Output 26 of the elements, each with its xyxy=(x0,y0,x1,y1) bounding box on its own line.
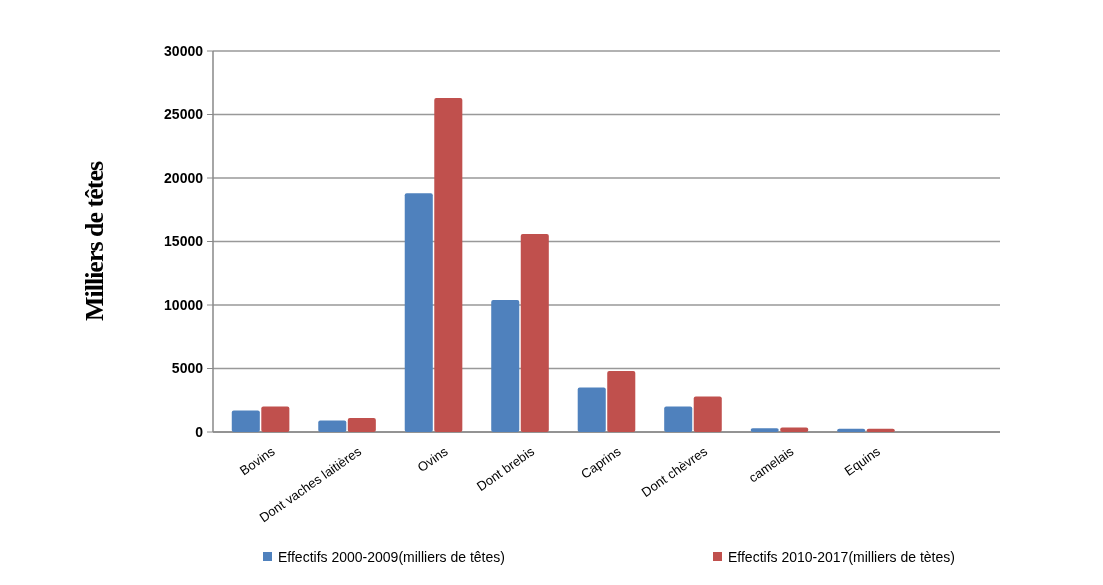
bar xyxy=(434,97,463,432)
x-tick-label: Ovins xyxy=(414,443,451,475)
y-axis-title: Milliers de têtes xyxy=(80,161,109,322)
y-tick-label: 20000 xyxy=(164,169,204,186)
legend-label: Effectifs 2000-2009(milliers de têtes) xyxy=(278,548,505,565)
bar xyxy=(404,193,433,432)
bar xyxy=(693,396,722,432)
bar xyxy=(231,410,260,432)
bar xyxy=(750,428,779,432)
bar xyxy=(837,428,866,432)
bar xyxy=(520,233,549,432)
y-tick-label: 15000 xyxy=(164,233,204,250)
bar xyxy=(491,299,520,432)
bar xyxy=(664,406,693,432)
bar xyxy=(577,387,606,432)
bar xyxy=(607,371,636,432)
legend-label: Effectifs 2010-2017(milliers de tètes) xyxy=(728,548,955,565)
y-tick-label: 10000 xyxy=(164,296,204,313)
bar xyxy=(318,420,347,432)
bar xyxy=(261,406,290,432)
bar xyxy=(866,428,895,432)
y-tick-label: 0 xyxy=(195,423,204,440)
y-tick-label: 5000 xyxy=(171,360,204,377)
y-tick-label: 30000 xyxy=(164,42,204,59)
y-tick-label: 25000 xyxy=(164,106,204,123)
bar xyxy=(347,418,376,432)
